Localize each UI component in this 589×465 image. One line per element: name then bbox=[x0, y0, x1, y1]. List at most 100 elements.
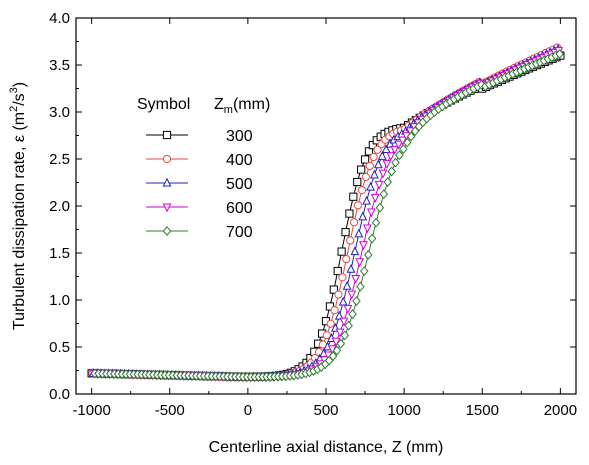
x-tick-label: 1500 bbox=[466, 402, 499, 419]
y-tick-label: 1.5 bbox=[49, 245, 70, 262]
point-500 bbox=[354, 228, 364, 238]
point-700 bbox=[402, 137, 412, 148]
point-700 bbox=[395, 150, 404, 161]
point-700 bbox=[328, 351, 338, 362]
point-600 bbox=[359, 241, 368, 251]
x-tick-label: 500 bbox=[313, 402, 338, 419]
point-700 bbox=[344, 320, 353, 331]
point-600 bbox=[366, 208, 376, 218]
x-axis-label: Centerline axial distance, Z (mm) bbox=[209, 439, 444, 456]
point-700 bbox=[555, 49, 564, 60]
legend-marker-400 bbox=[162, 154, 172, 164]
markers bbox=[87, 43, 565, 383]
point-600 bbox=[374, 180, 384, 190]
point-600 bbox=[343, 305, 353, 314]
point-300 bbox=[345, 209, 354, 218]
point-400 bbox=[357, 186, 367, 195]
point-400 bbox=[373, 145, 382, 154]
point-300 bbox=[360, 155, 370, 164]
point-600 bbox=[351, 274, 361, 284]
point-400 bbox=[334, 290, 343, 299]
y-tick-label: 4.0 bbox=[49, 10, 70, 27]
point-400 bbox=[330, 306, 339, 315]
legend-header-symbol: Symbol bbox=[137, 96, 190, 113]
point-500 bbox=[362, 195, 372, 205]
point-700 bbox=[399, 144, 408, 155]
point-600 bbox=[378, 169, 388, 179]
point-700 bbox=[367, 233, 377, 244]
point-500 bbox=[373, 159, 383, 169]
point-400 bbox=[342, 254, 351, 264]
legend-label-600: 600 bbox=[226, 200, 253, 217]
point-500 bbox=[358, 211, 368, 221]
x-tick-label: 1000 bbox=[387, 402, 420, 419]
point-700 bbox=[336, 338, 346, 349]
point-300 bbox=[357, 165, 366, 174]
point-700 bbox=[391, 157, 400, 168]
point-600 bbox=[339, 317, 349, 327]
legend-marker-700 bbox=[162, 226, 172, 236]
y-tick-label: 2.0 bbox=[49, 198, 70, 215]
legend-label-400: 400 bbox=[226, 152, 253, 169]
point-400 bbox=[346, 236, 355, 245]
point-400 bbox=[361, 172, 370, 182]
point-300 bbox=[329, 285, 338, 294]
point-400 bbox=[338, 273, 347, 282]
point-700 bbox=[363, 249, 373, 260]
legend: Symbol Zm(mm) 300 400 500 600 700 bbox=[137, 96, 270, 241]
legend-marker-300 bbox=[162, 130, 172, 140]
point-700 bbox=[375, 202, 385, 213]
point-300 bbox=[333, 266, 342, 276]
point-600 bbox=[394, 140, 404, 150]
point-700 bbox=[332, 345, 342, 356]
point-400 bbox=[365, 161, 374, 171]
y-tick-label: 1.0 bbox=[49, 292, 70, 309]
legend-rows: 300 400 500 600 700 bbox=[146, 128, 253, 241]
x-tick-label: 2000 bbox=[544, 402, 577, 419]
point-700 bbox=[352, 296, 361, 307]
legend-label-300: 300 bbox=[226, 128, 253, 145]
point-300 bbox=[349, 192, 358, 201]
point-400 bbox=[322, 331, 331, 340]
point-500 bbox=[350, 246, 360, 256]
point-600 bbox=[382, 160, 392, 169]
point-500 bbox=[381, 144, 391, 154]
legend-label-700: 700 bbox=[226, 224, 253, 241]
y-tick-label: 2.5 bbox=[49, 151, 70, 168]
point-700 bbox=[360, 266, 369, 277]
point-300 bbox=[337, 247, 346, 256]
point-600 bbox=[398, 136, 407, 146]
point-400 bbox=[326, 319, 335, 328]
point-600 bbox=[335, 328, 345, 338]
y-axis: 0.0 0.5 1.0 1.5 2.0 2.5 3.0 3.5 4.0 bbox=[49, 10, 576, 403]
plot-area bbox=[75, 17, 577, 395]
x-tick-label: -500 bbox=[155, 402, 185, 419]
point-300 bbox=[341, 228, 350, 237]
point-500 bbox=[370, 169, 379, 179]
point-600 bbox=[331, 337, 341, 347]
y-tick-label: 3.0 bbox=[49, 104, 70, 121]
point-700 bbox=[406, 131, 416, 142]
point-700 bbox=[387, 166, 396, 177]
point-500 bbox=[338, 296, 348, 306]
point-700 bbox=[383, 177, 392, 187]
point-600 bbox=[347, 290, 357, 300]
point-700 bbox=[348, 309, 357, 320]
y-tick-label: 0.0 bbox=[49, 386, 70, 403]
legend-label-500: 500 bbox=[226, 176, 253, 193]
point-500 bbox=[334, 310, 344, 320]
point-400 bbox=[350, 218, 359, 227]
point-700 bbox=[356, 281, 365, 292]
point-300 bbox=[353, 177, 362, 187]
y-tick-label: 3.5 bbox=[49, 57, 70, 74]
point-600 bbox=[370, 193, 380, 203]
legend-marker-500 bbox=[162, 177, 172, 187]
point-700 bbox=[410, 126, 420, 137]
x-axis: -1000 -500 0 500 1000 1500 2000 bbox=[72, 18, 577, 419]
point-400 bbox=[369, 152, 378, 162]
legend-header-z: Zm(mm) bbox=[214, 96, 270, 116]
point-500 bbox=[385, 138, 395, 148]
x-tick-label: -1000 bbox=[72, 402, 110, 419]
point-600 bbox=[386, 152, 396, 162]
